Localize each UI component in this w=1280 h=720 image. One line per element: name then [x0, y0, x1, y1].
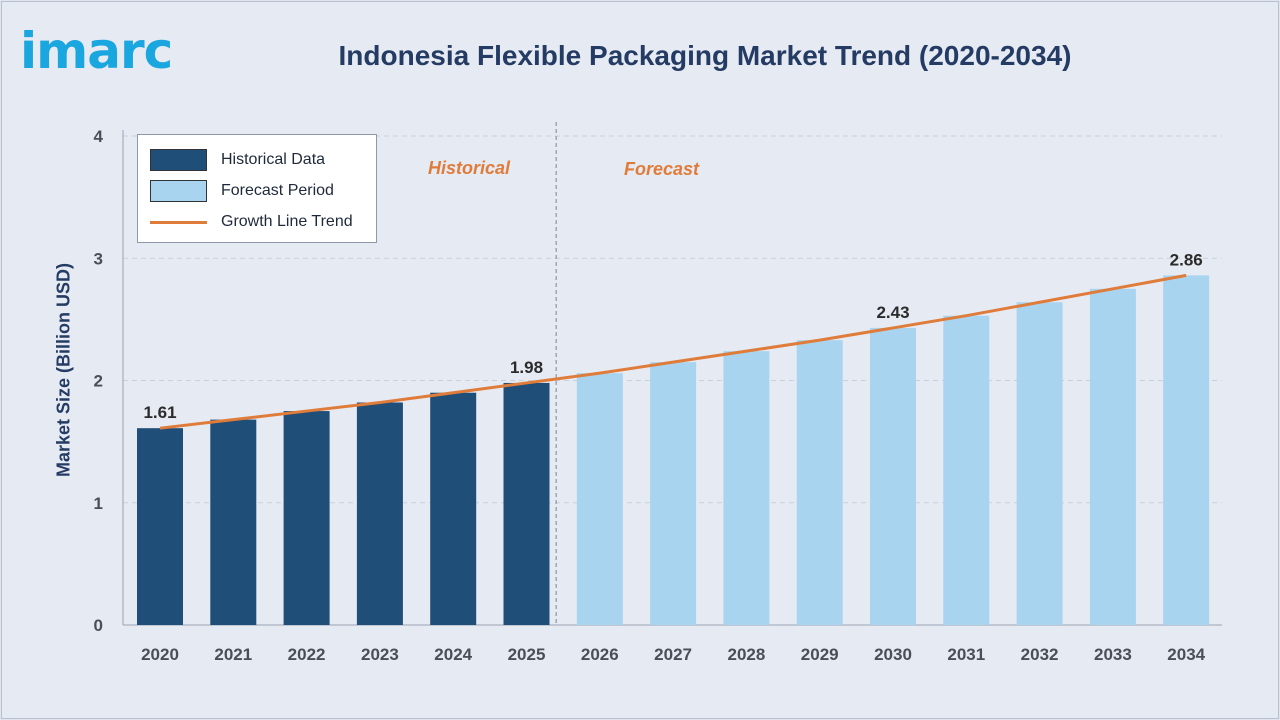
imarc-logo: imarc — [20, 22, 173, 80]
data-label: 2.86 — [1170, 250, 1203, 269]
y-tick-label: 2 — [94, 372, 103, 391]
bar-historical — [356, 402, 403, 625]
x-tick-label: 2023 — [361, 645, 399, 664]
chart-title: Indonesia Flexible Packaging Market Tren… — [338, 40, 1072, 71]
bar-forecast — [870, 327, 916, 625]
growth-trend-line — [159, 273, 1187, 430]
x-tick-label: 2020 — [141, 645, 179, 664]
chart-legend: Historical Data Forecast Period Growth L… — [137, 134, 377, 243]
legend-label-historical: Historical Data — [221, 151, 326, 168]
bar-historical — [503, 382, 550, 625]
x-tick-label: 2026 — [581, 645, 619, 664]
x-tick-label: 2022 — [288, 645, 326, 664]
bar-forecast — [576, 373, 623, 625]
legend-swatch-growth-line — [150, 220, 207, 224]
data-label: 2.43 — [876, 303, 909, 322]
bar-historical — [430, 392, 477, 625]
bar-forecast — [723, 351, 770, 625]
bar-historical — [283, 411, 330, 625]
historical-annotation: Historical — [428, 158, 511, 178]
legend-label-forecast: Forecast Period — [221, 182, 334, 199]
x-tick-label: 2032 — [1021, 645, 1059, 664]
bar-historical — [137, 428, 183, 625]
y-tick-label: 4 — [94, 127, 104, 146]
legend-item-historical: Historical Data — [150, 148, 325, 172]
legend-item-forecast: Forecast Period — [150, 179, 334, 203]
legend-item-growth-line: Growth Line Trend — [150, 210, 353, 234]
bar-forecast — [650, 362, 697, 625]
x-tick-label: 2034 — [1167, 645, 1205, 664]
x-tick-label: 2025 — [508, 645, 546, 664]
x-tick-label: 2029 — [801, 645, 839, 664]
x-tick-label: 2031 — [947, 645, 985, 664]
forecast-annotation: Forecast — [624, 159, 700, 179]
bar-historical — [210, 419, 257, 625]
x-tick-label: 2030 — [874, 645, 912, 664]
bar-forecast — [1016, 302, 1063, 625]
bar-forecast — [943, 315, 990, 625]
y-tick-label: 3 — [94, 249, 103, 268]
x-tick-label: 2024 — [434, 645, 472, 664]
x-tick-label: 2021 — [214, 645, 252, 664]
x-tick-label: 2028 — [727, 645, 765, 664]
legend-swatch-historical — [150, 149, 207, 171]
data-label: 1.61 — [143, 403, 176, 422]
x-tick-label: 2027 — [654, 645, 692, 664]
x-tick-label: 2033 — [1094, 645, 1132, 664]
bar-forecast — [796, 340, 843, 625]
bar-forecast — [1163, 275, 1210, 625]
y-tick-label: 0 — [94, 616, 103, 635]
bar-forecast — [1089, 288, 1136, 625]
legend-label-growth-line: Growth Line Trend — [221, 213, 353, 230]
data-label: 1.98 — [510, 358, 543, 377]
legend-swatch-forecast — [150, 180, 207, 202]
y-tick-label: 1 — [94, 494, 103, 513]
